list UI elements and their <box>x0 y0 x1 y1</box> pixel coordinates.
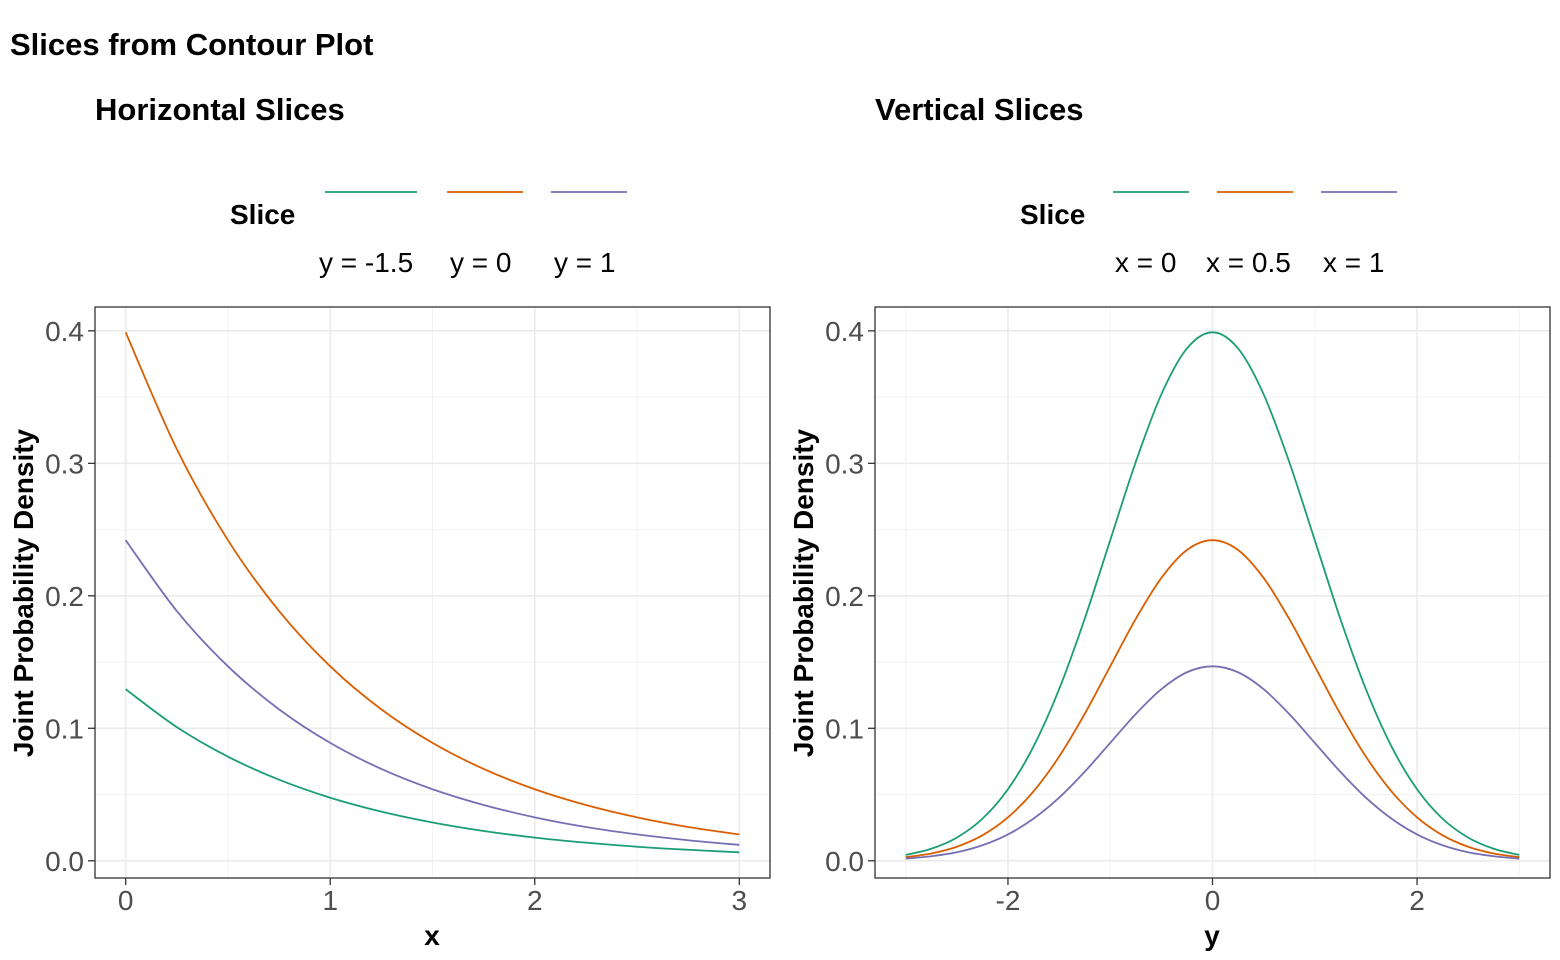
series-line-2 <box>905 539 1520 859</box>
y-tick-label: 0.3 <box>45 448 84 479</box>
panel-title: Vertical Slices <box>875 92 1084 127</box>
x-tick-label: 0 <box>1205 885 1221 916</box>
legend-label: x = 0 <box>1115 247 1176 278</box>
x-tick-label: 0 <box>118 885 134 916</box>
legend-title: Slice <box>230 199 295 230</box>
y-tick-label: 0.4 <box>825 316 864 347</box>
y-tick-label: 0.4 <box>45 316 84 347</box>
legend-label: x = 1 <box>1323 247 1384 278</box>
legend-label: x = 0.5 <box>1206 247 1291 278</box>
legend-label: y = 0 <box>450 247 511 278</box>
figure-title: Slices from Contour Plot <box>10 27 373 62</box>
axis-ticks: -2 0 2 0.0 0.1 0.2 0.3 0.4 <box>825 316 1425 916</box>
y-tick-label: 0.0 <box>45 846 84 877</box>
y-tick-label: 0.0 <box>825 846 864 877</box>
y-tick-label: 0.1 <box>45 713 84 744</box>
y-axis-label: Joint Probability Density <box>8 428 39 757</box>
plot-panel-border <box>94 306 771 879</box>
series-line-3 <box>124 539 740 846</box>
series-line-3 <box>905 665 1520 860</box>
series-line-2 <box>124 331 740 836</box>
legend-label: y = 1 <box>554 247 615 278</box>
y-tick-label: 0.2 <box>825 581 864 612</box>
legend-label: y = -1.5 <box>319 247 413 278</box>
x-axis-label: y <box>1204 920 1220 951</box>
x-axis-label: x <box>424 920 440 951</box>
x-tick-label: 3 <box>732 885 748 916</box>
legend: x = 0 x = 0.5 x = 1 <box>1113 191 1397 278</box>
series-line-1 <box>905 331 1520 856</box>
x-tick-label: 2 <box>527 885 543 916</box>
series-layer <box>124 331 740 854</box>
axis-ticks: 0 1 2 3 0.0 0.1 0.2 0.3 0.4 <box>45 316 747 916</box>
legend-title: Slice <box>1020 199 1085 230</box>
y-tick-label: 0.3 <box>825 448 864 479</box>
series-layer <box>905 331 1520 860</box>
x-tick-label: -2 <box>996 885 1021 916</box>
series-line-1 <box>125 688 740 854</box>
x-tick-label: 1 <box>322 885 338 916</box>
legend: y = -1.5 y = 0 y = 1 <box>319 191 627 278</box>
y-tick-label: 0.1 <box>825 713 864 744</box>
y-tick-label: 0.2 <box>45 581 84 612</box>
panel-title: Horizontal Slices <box>95 92 345 127</box>
y-axis-label: Joint Probability Density <box>788 428 819 757</box>
grid <box>95 307 770 878</box>
x-tick-label: 2 <box>1409 885 1425 916</box>
grid <box>875 307 1550 878</box>
